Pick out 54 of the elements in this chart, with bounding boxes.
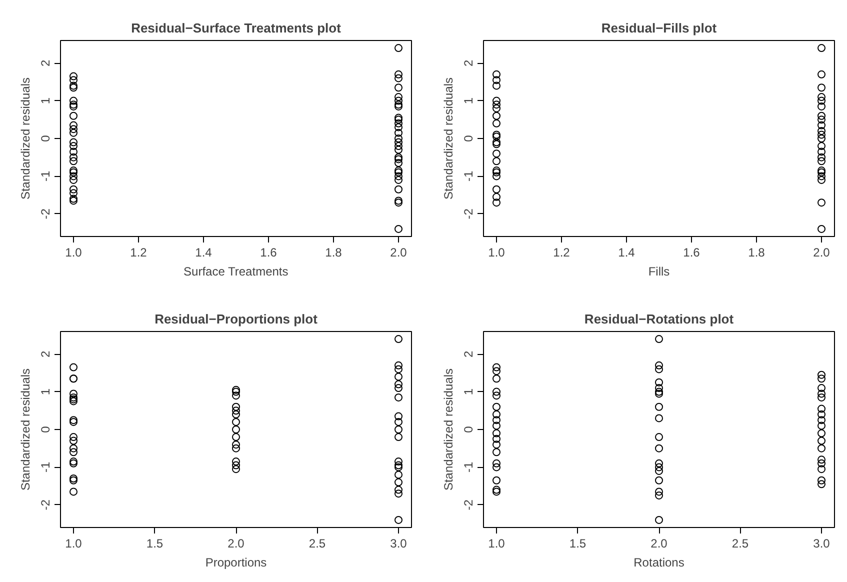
x-tick-label: 1.6 [260,246,278,260]
y-tick-label: 1 [38,388,52,396]
y-axis-title: Standardized residuals [442,77,456,200]
y-tick-label: -1 [462,170,476,182]
x-tick-label: 1.8 [748,246,766,260]
y-tick-label: 1 [38,97,52,104]
x-axis-title: Fills [648,264,670,278]
chart-title: Residual−Fills plot [601,20,718,36]
x-tick-label: 1.8 [325,246,342,260]
chart-title: Residual−Rotations plot [584,312,734,326]
y-tick-label: 0 [462,426,476,433]
y-tick-label: -2 [462,499,476,510]
y-axis-title: Standardized residuals [18,77,32,200]
x-tick-label: 2.5 [732,536,749,550]
x-tick-label: 1.2 [130,246,148,260]
y-tick-label: 2 [38,350,52,358]
x-tick-label: 3.0 [813,536,830,550]
y-tick-label: -2 [462,208,476,220]
y-axis-title: Standardized residuals [442,368,456,491]
x-axis-title: Surface Treatments [184,264,288,278]
x-tick-label: 1.2 [553,246,570,260]
y-tick-label: 1 [462,97,476,104]
y-tick-label: -1 [38,170,52,182]
y-tick-label: -1 [38,462,52,473]
x-tick-label: 1.0 [488,536,506,550]
y-tick-label: 0 [38,134,52,142]
x-tick-label: 2.0 [390,246,408,260]
x-tick-label: 2.0 [650,536,668,550]
y-tick-label: -2 [38,208,52,220]
x-tick-label: 1.4 [195,246,212,260]
x-tick-label: 1.5 [569,536,586,550]
chart-title: Residual−Surface Treatments plot [131,20,342,36]
y-tick-label: -2 [38,499,52,510]
y-tick-label: 2 [462,350,476,358]
x-axis-title: Proportions [205,556,267,570]
x-tick-label: 2.0 [813,246,830,260]
x-axis-title: Rotations [634,556,684,570]
x-tick-label: 1.0 [65,246,82,260]
x-tick-label: 1.0 [488,246,506,260]
x-tick-label: 1.0 [65,536,82,550]
x-tick-label: 2.0 [228,536,245,550]
y-axis-title: Standardized residuals [18,368,32,491]
x-tick-label: 3.0 [390,536,408,550]
chart-title: Residual−Proportions plot [154,312,318,326]
y-tick-label: 2 [462,59,476,66]
y-tick-label: 0 [38,426,52,433]
x-tick-label: 1.5 [146,536,164,550]
x-tick-label: 2.5 [308,536,326,550]
x-tick-label: 1.6 [683,246,700,260]
y-tick-label: 2 [38,59,52,66]
y-tick-label: 1 [462,388,476,396]
x-tick-label: 1.4 [618,246,636,260]
y-tick-label: 0 [462,134,476,142]
y-tick-label: -1 [462,462,476,473]
